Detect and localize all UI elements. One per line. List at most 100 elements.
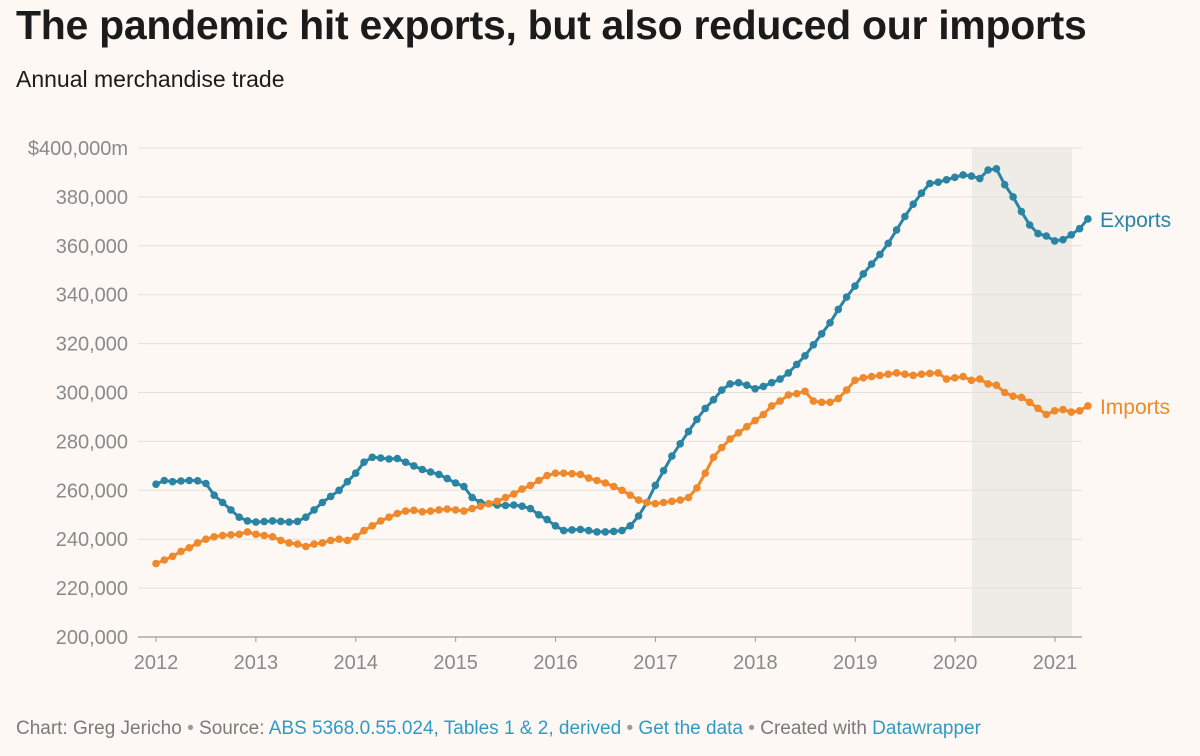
data-point-imports <box>784 391 793 399</box>
data-point-exports <box>726 380 734 388</box>
data-point-exports <box>1000 180 1009 189</box>
data-point-exports <box>1050 237 1059 245</box>
data-point-imports <box>643 498 651 507</box>
data-point-exports <box>326 492 335 501</box>
data-point-exports <box>651 481 660 490</box>
data-point-exports <box>302 513 310 521</box>
y-tick-label: $400,000m <box>28 138 128 160</box>
y-tick-label: 340,000 <box>56 285 128 307</box>
data-point-imports <box>817 398 826 407</box>
data-point-exports <box>535 511 543 519</box>
data-point-exports <box>360 458 368 467</box>
data-point-imports <box>959 372 967 381</box>
data-point-exports <box>867 260 876 268</box>
data-point-imports <box>376 517 385 525</box>
data-point-imports <box>1009 392 1017 401</box>
series-label-imports: Imports <box>1100 396 1170 419</box>
data-point-exports <box>335 486 343 495</box>
data-point-imports <box>343 536 352 545</box>
data-point-exports <box>701 404 709 413</box>
data-point-exports <box>260 517 269 526</box>
data-point-imports <box>202 535 210 543</box>
data-point-exports <box>926 179 934 188</box>
data-point-exports <box>235 513 243 521</box>
series-label-exports: Exports <box>1100 209 1171 232</box>
data-point-exports <box>526 504 535 513</box>
data-point-exports <box>152 480 160 489</box>
data-point-exports <box>942 176 951 184</box>
data-point-imports <box>443 505 452 513</box>
y-tick-label: 200,000 <box>56 627 128 649</box>
data-point-exports <box>543 515 551 524</box>
data-point-imports <box>177 547 185 556</box>
data-point-exports <box>1059 235 1067 244</box>
data-point-exports <box>426 468 435 476</box>
data-point-exports <box>951 173 959 182</box>
data-point-exports <box>684 427 693 436</box>
data-point-exports <box>168 477 177 486</box>
data-point-imports <box>676 496 684 504</box>
x-tick-label: 2016 <box>533 652 578 674</box>
data-point-imports <box>185 544 194 552</box>
data-point-exports <box>243 517 252 525</box>
data-point-imports <box>235 530 243 539</box>
data-point-imports <box>526 481 535 490</box>
data-point-imports <box>984 380 992 388</box>
data-point-exports <box>809 341 818 349</box>
data-point-imports <box>218 531 227 540</box>
data-point-imports <box>651 499 660 508</box>
data-point-imports <box>992 381 1001 390</box>
data-point-imports <box>626 491 635 500</box>
data-point-imports <box>168 552 177 561</box>
data-point-imports <box>260 531 269 540</box>
data-point-exports <box>568 526 576 534</box>
series-line-imports <box>154 371 1090 566</box>
data-point-exports <box>1067 231 1076 239</box>
data-point-exports <box>626 522 635 530</box>
data-point-exports <box>1075 224 1084 233</box>
y-tick-label: 320,000 <box>56 334 128 356</box>
data-point-exports <box>709 396 718 404</box>
data-point-exports <box>909 200 917 208</box>
data-point-imports <box>501 493 510 502</box>
data-point-exports <box>834 305 843 314</box>
data-point-exports <box>634 512 643 520</box>
data-point-exports <box>410 462 418 470</box>
x-tick-label: 2014 <box>334 652 379 674</box>
data-point-exports <box>976 174 984 183</box>
data-point-exports <box>285 518 293 526</box>
data-point-imports <box>310 540 318 548</box>
data-point-exports <box>734 378 743 387</box>
data-point-imports <box>859 374 868 382</box>
data-point-imports <box>535 476 543 485</box>
data-point-imports <box>368 522 377 530</box>
data-point-exports <box>584 526 593 535</box>
data-point-imports <box>485 499 493 508</box>
data-point-exports <box>518 502 526 511</box>
data-point-imports <box>1017 393 1026 402</box>
data-point-exports <box>385 455 393 463</box>
data-point-imports <box>668 497 676 506</box>
data-point-exports <box>917 189 926 197</box>
get-data-link[interactable]: Get the data <box>638 718 743 739</box>
data-point-imports <box>709 453 718 462</box>
datawrapper-link[interactable]: Datawrapper <box>872 718 981 739</box>
data-point-imports <box>901 370 909 379</box>
data-point-imports <box>160 556 169 564</box>
data-point-imports <box>1025 398 1034 407</box>
data-point-exports <box>210 491 218 500</box>
data-point-exports <box>668 452 676 460</box>
source-label: Source: <box>199 718 269 739</box>
data-point-imports <box>568 469 576 478</box>
data-point-exports <box>817 330 826 338</box>
data-point-imports <box>293 540 302 548</box>
data-point-imports <box>834 394 843 403</box>
data-point-imports <box>335 535 343 543</box>
data-point-exports <box>551 522 560 530</box>
data-point-imports <box>976 375 984 383</box>
source-link[interactable]: ABS 5368.0.55.024, Tables 1 & 2, derived <box>268 718 622 739</box>
data-point-exports <box>792 360 801 369</box>
created-with-label: Created with <box>760 718 873 739</box>
data-point-imports <box>1059 405 1067 414</box>
data-point-exports <box>842 293 851 301</box>
